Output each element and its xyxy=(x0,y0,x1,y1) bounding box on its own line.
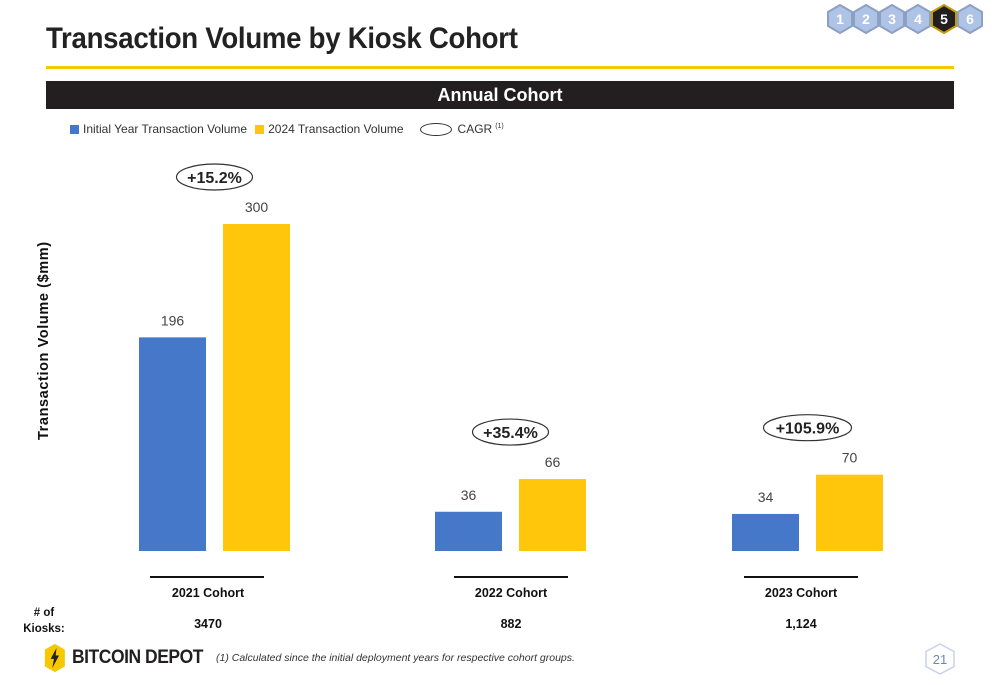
chart-legend: Initial Year Transaction Volume 2024 Tra… xyxy=(70,121,512,137)
legend-label-initial: Initial Year Transaction Volume xyxy=(83,122,248,136)
page-title: Transaction Volume by Kiosk Cohort xyxy=(46,22,518,55)
kiosk-count-2021: 3470 xyxy=(194,617,222,631)
nav-label-3: 3 xyxy=(888,11,896,27)
bar-initial-1 xyxy=(435,511,502,551)
kiosk-count-2022: 882 xyxy=(500,617,522,631)
nav-item-1[interactable]: 1 xyxy=(826,4,854,34)
footnote: (1) Calculated since the initial deploym… xyxy=(216,652,575,664)
section-nav: 1 2 3 4 5 6 xyxy=(826,4,986,34)
cagr-oval-0 xyxy=(175,163,254,191)
cohort-rule-2023 xyxy=(744,576,858,578)
bar-current-1 xyxy=(519,479,586,551)
cagr-oval-1 xyxy=(471,418,550,446)
data-label-initial-1: 36 xyxy=(461,487,477,503)
nav-item-2[interactable]: 2 xyxy=(852,4,880,34)
nav-label-6: 6 xyxy=(966,11,974,27)
legend-item-current: 2024 Transaction Volume xyxy=(255,122,404,136)
nav-label-4: 4 xyxy=(914,11,922,27)
nav-label-5: 5 xyxy=(940,11,948,27)
nav-item-6[interactable]: 6 xyxy=(956,4,984,34)
kiosk-count-2023: 1,124 xyxy=(785,617,817,631)
cagr-oval-2 xyxy=(762,414,853,442)
legend-label-cagr: CAGR xyxy=(457,122,493,136)
cohort-rule-2021 xyxy=(150,576,264,578)
cagr-label-2: +105.9% xyxy=(776,421,840,438)
cagr-label-1: +35.4% xyxy=(483,425,538,442)
legend-oval-icon xyxy=(419,122,452,136)
data-label-initial-2: 34 xyxy=(758,489,774,505)
brand-name: BITCOIN DEPOT xyxy=(71,647,203,668)
brand-logo: BITCOIN DEPOT xyxy=(44,638,214,678)
cagr-label-0: +15.2% xyxy=(187,170,242,187)
cohort-label-2022: 2022 Cohort xyxy=(474,586,548,600)
cohort-label-2021: 2021 Cohort xyxy=(171,586,245,600)
nav-label-2: 2 xyxy=(862,11,870,27)
data-label-current-1: 66 xyxy=(545,454,561,470)
data-label-current-0: 300 xyxy=(245,199,269,215)
bar-current-2 xyxy=(816,474,883,551)
bar-initial-2 xyxy=(732,513,799,551)
page-number: 21 xyxy=(933,652,947,667)
data-label-initial-0: 196 xyxy=(161,312,185,328)
nav-item-5-active[interactable]: 5 xyxy=(930,4,958,34)
legend-swatch-current xyxy=(255,124,265,134)
cohort-rule-2022 xyxy=(454,576,568,578)
nav-item-4[interactable]: 4 xyxy=(904,4,932,34)
kiosk-count-label: # of Kiosks: xyxy=(22,605,66,637)
title-underline xyxy=(46,66,954,69)
bar-initial-0 xyxy=(139,337,206,551)
page-number-badge: 21 xyxy=(925,643,955,675)
kiosk-label-line1: # of xyxy=(33,607,55,619)
legend-label-current: 2024 Transaction Volume xyxy=(268,122,404,136)
cohort-label-2023: 2023 Cohort xyxy=(764,586,838,600)
nav-label-1: 1 xyxy=(836,11,844,27)
section-header: Annual Cohort xyxy=(46,81,954,109)
legend-swatch-initial xyxy=(70,124,79,134)
legend-item-initial: Initial Year Transaction Volume xyxy=(70,122,247,136)
legend-cagr-note: (1) xyxy=(495,122,504,130)
bar-current-0 xyxy=(223,224,290,551)
nav-item-3[interactable]: 3 xyxy=(878,4,906,34)
legend-item-cagr: CAGR (1) xyxy=(412,122,504,136)
data-label-current-2: 70 xyxy=(842,450,858,466)
kiosk-label-line2: Kiosks: xyxy=(23,623,65,635)
bar-chart: 196 300+15.2% 36 66 +35.4% 34 70+105.9% xyxy=(139,163,883,551)
bitcoin-depot-logo-icon xyxy=(44,643,65,673)
